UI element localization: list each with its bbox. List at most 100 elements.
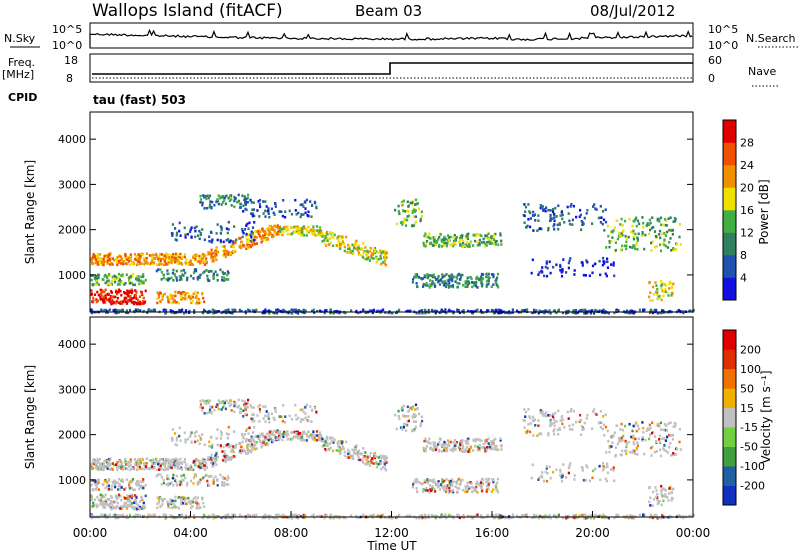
velocity-cell [117,481,120,485]
velocity-cell [672,425,675,428]
velocity-cell [221,406,225,409]
velocity-cell [423,479,426,482]
velocity-cell [122,465,125,468]
power-cell [484,244,487,248]
velocity-cell [340,441,343,445]
velocity-cell [573,474,576,477]
power-cell [621,230,624,233]
velocity-cell [665,424,668,428]
power-cell [485,234,488,238]
power-cell [464,280,467,283]
power-cell [314,229,317,232]
power-cell [632,310,636,313]
velocity-cell [476,513,479,517]
velocity-cell [210,475,213,478]
power-cell [631,231,635,235]
power-cell [656,217,659,221]
power-cell [258,230,262,234]
power-cell [340,235,343,238]
velocity-cell [246,401,249,405]
velocity-cell [148,467,151,470]
power-cell [292,308,295,312]
nave-tick-bottom: 0 [708,72,715,85]
velocity-cell [496,477,500,481]
velocity-cell [226,475,229,478]
power-cell [653,245,656,249]
power-cell [573,311,576,315]
power-cell [150,309,153,312]
power-cell [225,227,228,230]
power-cell [238,245,241,249]
velocity-cell [407,410,410,413]
power-cell [402,209,405,212]
velocity-cell [95,484,98,488]
velocity-cell [476,445,479,449]
power-cell [101,260,104,264]
velocity-cell [472,438,475,442]
velocity-cell [429,488,432,491]
power-cell [107,279,111,282]
power-cell [263,236,267,240]
power-cell [629,245,632,249]
power-cell [573,273,576,276]
power-cell [233,195,236,199]
power-cell [494,242,497,246]
power-cell [599,205,602,208]
power-cell [417,275,420,279]
velocity-cell [188,516,191,519]
velocity-cell [434,490,437,493]
power-cell [662,309,665,313]
velocity-cell [123,488,126,491]
power-cell [464,244,467,248]
velocity-cell [529,430,532,434]
velocity-cell [95,503,98,506]
power-cell [310,215,313,218]
velocity-cell [189,479,193,483]
power-cell [282,308,285,312]
power-cell [176,262,179,265]
power-cell [279,310,282,313]
power-cell [307,225,310,229]
velocity-cell [555,468,558,472]
power-cell [400,202,403,206]
power-cell [465,236,468,240]
velocity-cell [172,502,175,506]
power-cell [254,238,257,242]
power-cell [143,259,146,262]
velocity-cell [579,413,582,417]
velocity-cell [134,513,137,517]
power-cell [128,280,131,283]
velocity-cell [132,488,135,492]
power-cell [541,206,544,210]
velocity-cell [143,467,146,471]
power-cell [164,308,168,312]
velocity-cell [276,429,279,432]
velocity-cell [255,447,258,450]
velocity-cell [478,447,481,450]
velocity-cell [223,457,226,461]
power-cell [188,309,191,313]
power-cell [625,237,628,241]
power-cell [201,271,205,275]
power-cell [475,232,478,236]
velocity-cell [118,464,121,467]
power-cell [657,311,660,315]
velocity-cell [251,413,254,416]
power-cell [275,225,278,229]
power-cell [188,260,191,264]
power-cell [429,237,432,240]
velocity-cell [662,499,665,503]
power-cell [103,308,106,312]
velocity-cell [487,477,490,481]
power-cell [637,232,640,236]
power-cell [92,299,95,302]
velocity-cell [326,444,329,447]
velocity-cell [357,451,360,455]
nsky-frame [89,22,694,49]
velocity-cell [185,467,188,471]
velocity-cell [246,451,250,455]
power-cell [139,256,142,260]
velocity-cell [252,446,256,450]
power-cell [211,260,214,263]
power-cell [199,232,203,236]
